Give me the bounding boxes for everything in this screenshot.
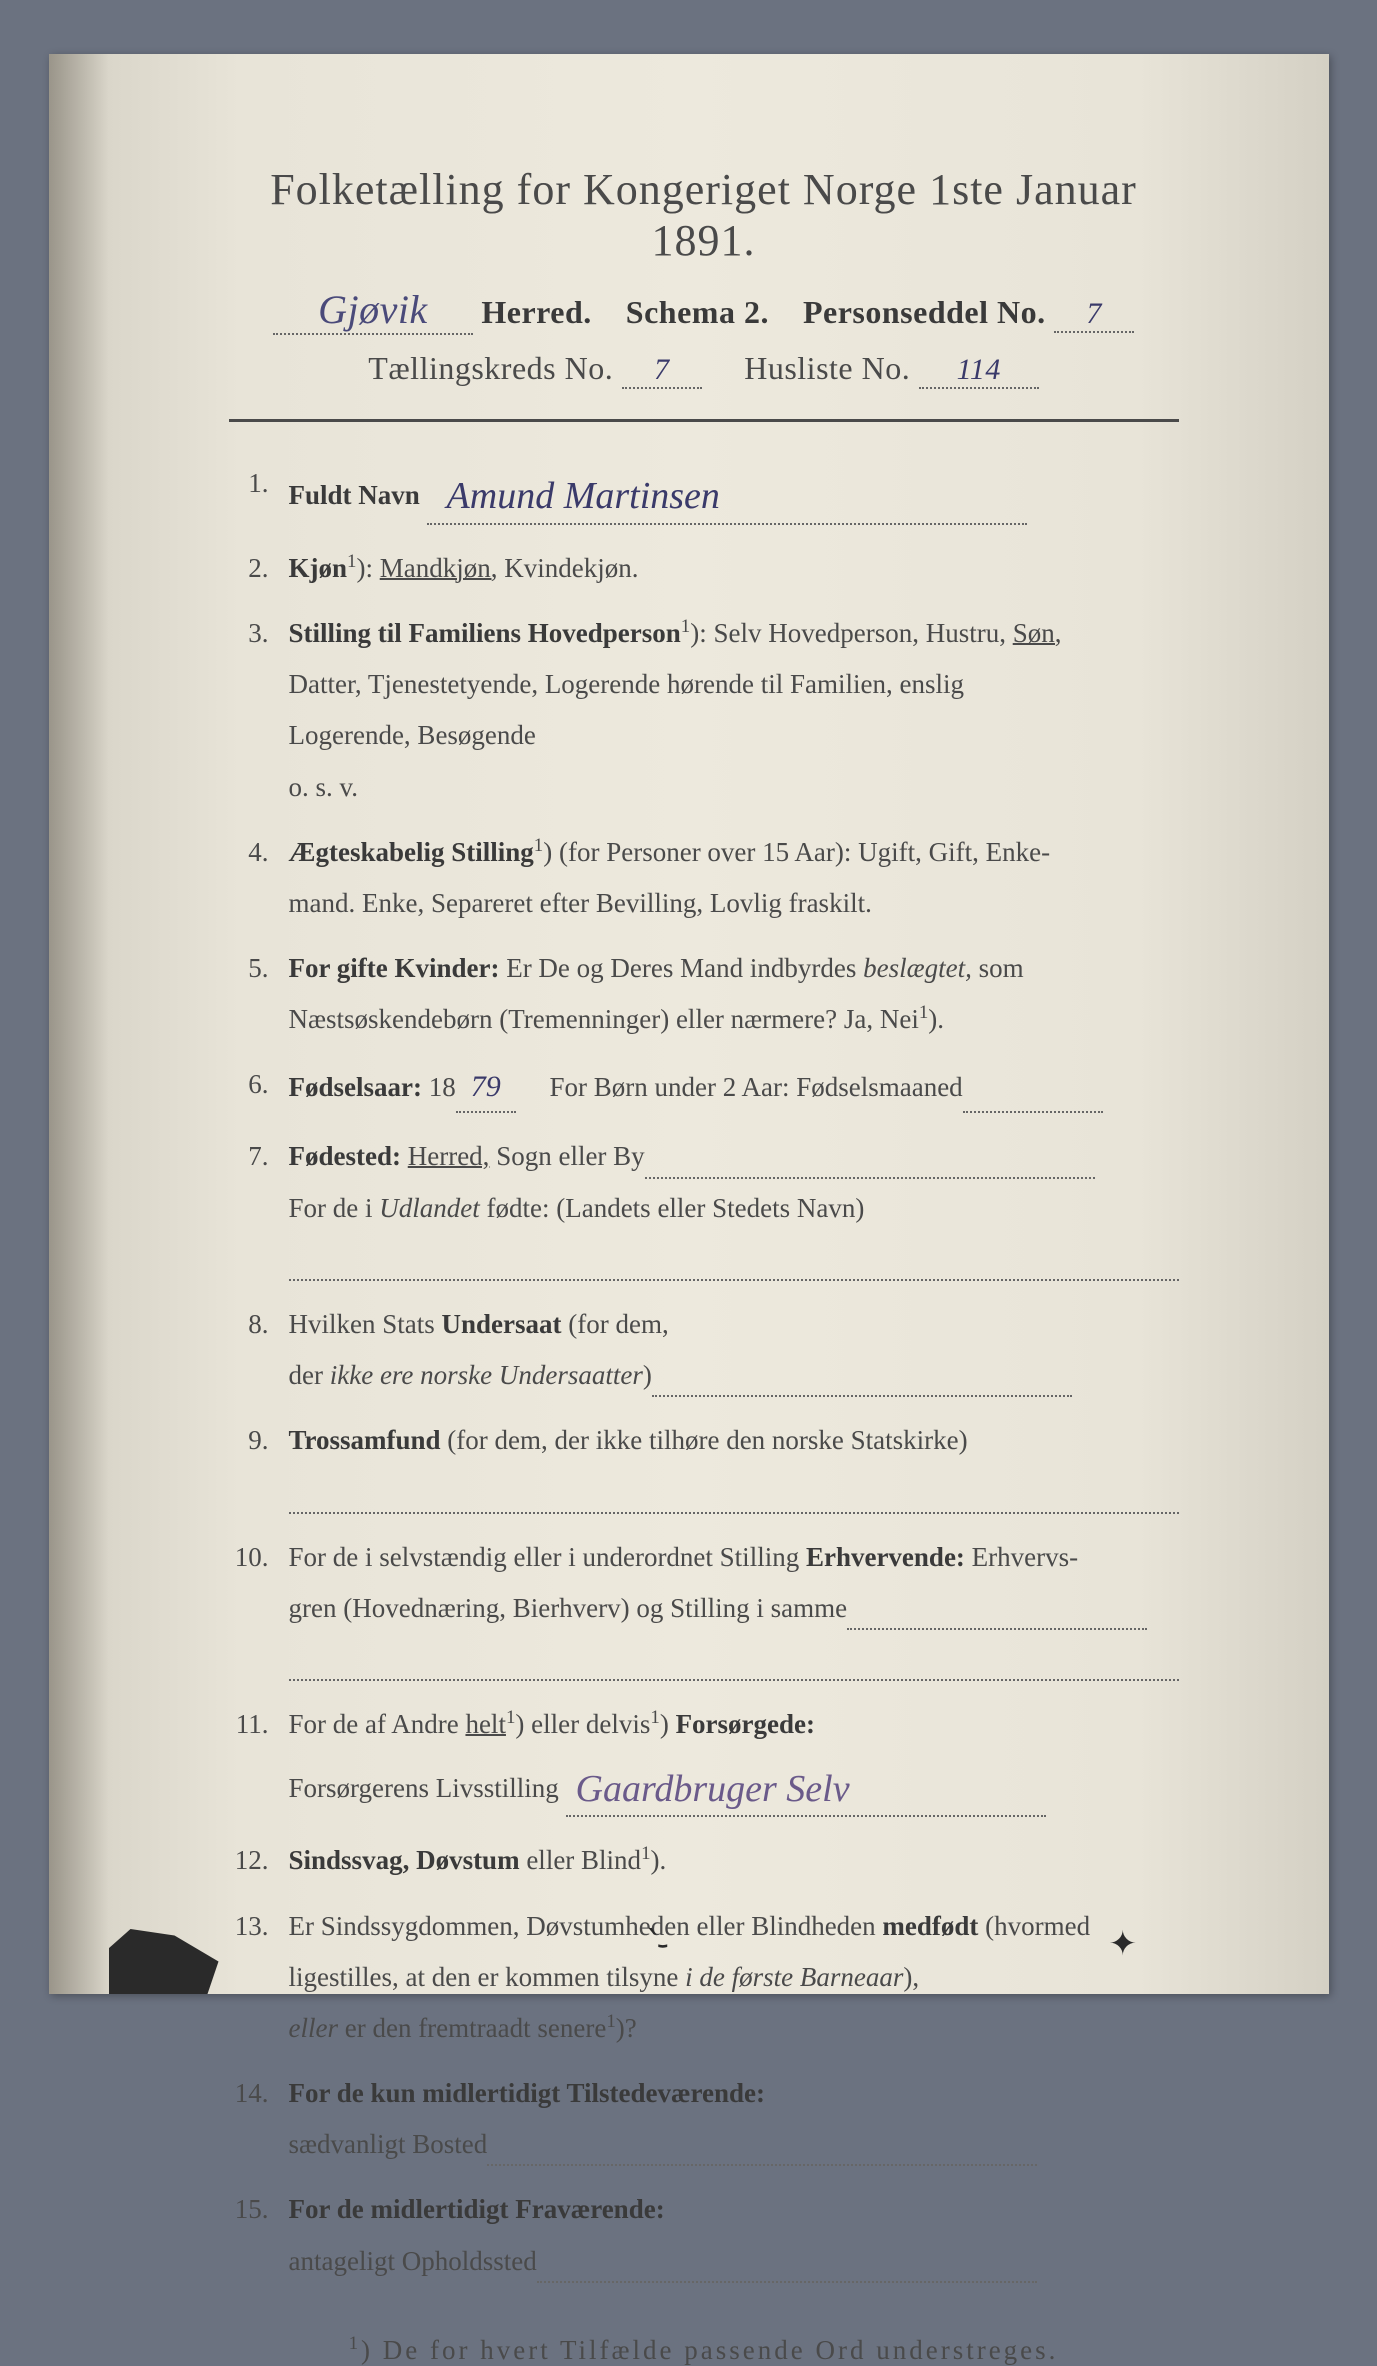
ink-mark-2: ✦ <box>1109 1924 1138 1964</box>
gender-selected: Mandkjøn, <box>380 553 498 583</box>
field-5: 5. For gifte Kvinder: Er De og Deres Man… <box>229 947 1179 1041</box>
field-9: 9. Trossamfund (for dem, der ikke tilhør… <box>229 1419 1179 1513</box>
field-4: 4. Ægteskabelig Stilling1) (for Personer… <box>229 831 1179 925</box>
field-14: 14. For de kun midlertidigt Tilstedevære… <box>229 2072 1179 2166</box>
field-11: 11. For de af Andre helt1) eller delvis1… <box>229 1703 1179 1817</box>
herred-field: Gjøvik <box>273 286 473 335</box>
census-title: Folketælling for Kongeriget Norge 1ste J… <box>229 164 1179 266</box>
husliste-no: 114 <box>919 350 1039 389</box>
taellingskreds-no: 7 <box>622 350 702 389</box>
field-6: 6. Fødselsaar: 1879 For Børn under 2 Aar… <box>229 1063 1179 1113</box>
birthplace-selected: Herred, <box>408 1141 490 1171</box>
ink-mark-1: ՝֊ <box>649 1924 669 1964</box>
taellingskreds-label: Tællingskreds No. <box>368 350 613 386</box>
schema-label: Schema 2. <box>626 294 769 330</box>
field-7: 7. Fødested: Herred, Sogn eller By For d… <box>229 1135 1179 1281</box>
relation-selected: Søn, <box>1013 618 1062 648</box>
page-damage <box>109 1929 219 1994</box>
herred-label: Herred. <box>481 294 591 330</box>
personseddel-no: 7 <box>1054 294 1134 333</box>
field-1: 1. Fuldt Navn Amund Martinsen <box>229 462 1179 525</box>
provider-occupation: Gaardbruger Selv <box>566 1755 1046 1818</box>
personseddel-label: Personseddel No. <box>803 294 1046 330</box>
footnote: 1) De for hvert Tilfælde passende Ord un… <box>229 2333 1179 2366</box>
birth-year: 79 <box>456 1063 516 1113</box>
header-divider <box>229 419 1179 422</box>
field-list: 1. Fuldt Navn Amund Martinsen 2. Kjøn1):… <box>229 462 1179 2283</box>
header-line-2: Gjøvik Herred. Schema 2. Personseddel No… <box>229 286 1179 335</box>
header-line-3: Tællingskreds No. 7 Husliste No. 114 <box>229 350 1179 389</box>
field-2: 2. Kjøn1): Mandkjøn, Kvindekjøn. <box>229 547 1179 590</box>
field-10: 10. For de i selvstændig eller i underor… <box>229 1536 1179 1682</box>
field-13: 13. Er Sindssygdommen, Døvstumheden elle… <box>229 1905 1179 2051</box>
field-12: 12. Sindssvag, Døvstum eller Blind1). <box>229 1839 1179 1882</box>
field-3: 3. Stilling til Familiens Hovedperson1):… <box>229 612 1179 809</box>
husliste-label: Husliste No. <box>744 350 910 386</box>
document-header: Folketælling for Kongeriget Norge 1ste J… <box>229 164 1179 389</box>
field-8: 8. Hvilken Stats Undersaat (for dem, der… <box>229 1303 1179 1397</box>
field-15: 15. For de midlertidigt Fraværende: anta… <box>229 2188 1179 2282</box>
document-page: Folketælling for Kongeriget Norge 1ste J… <box>49 54 1329 1994</box>
name-value: Amund Martinsen <box>427 462 1027 525</box>
